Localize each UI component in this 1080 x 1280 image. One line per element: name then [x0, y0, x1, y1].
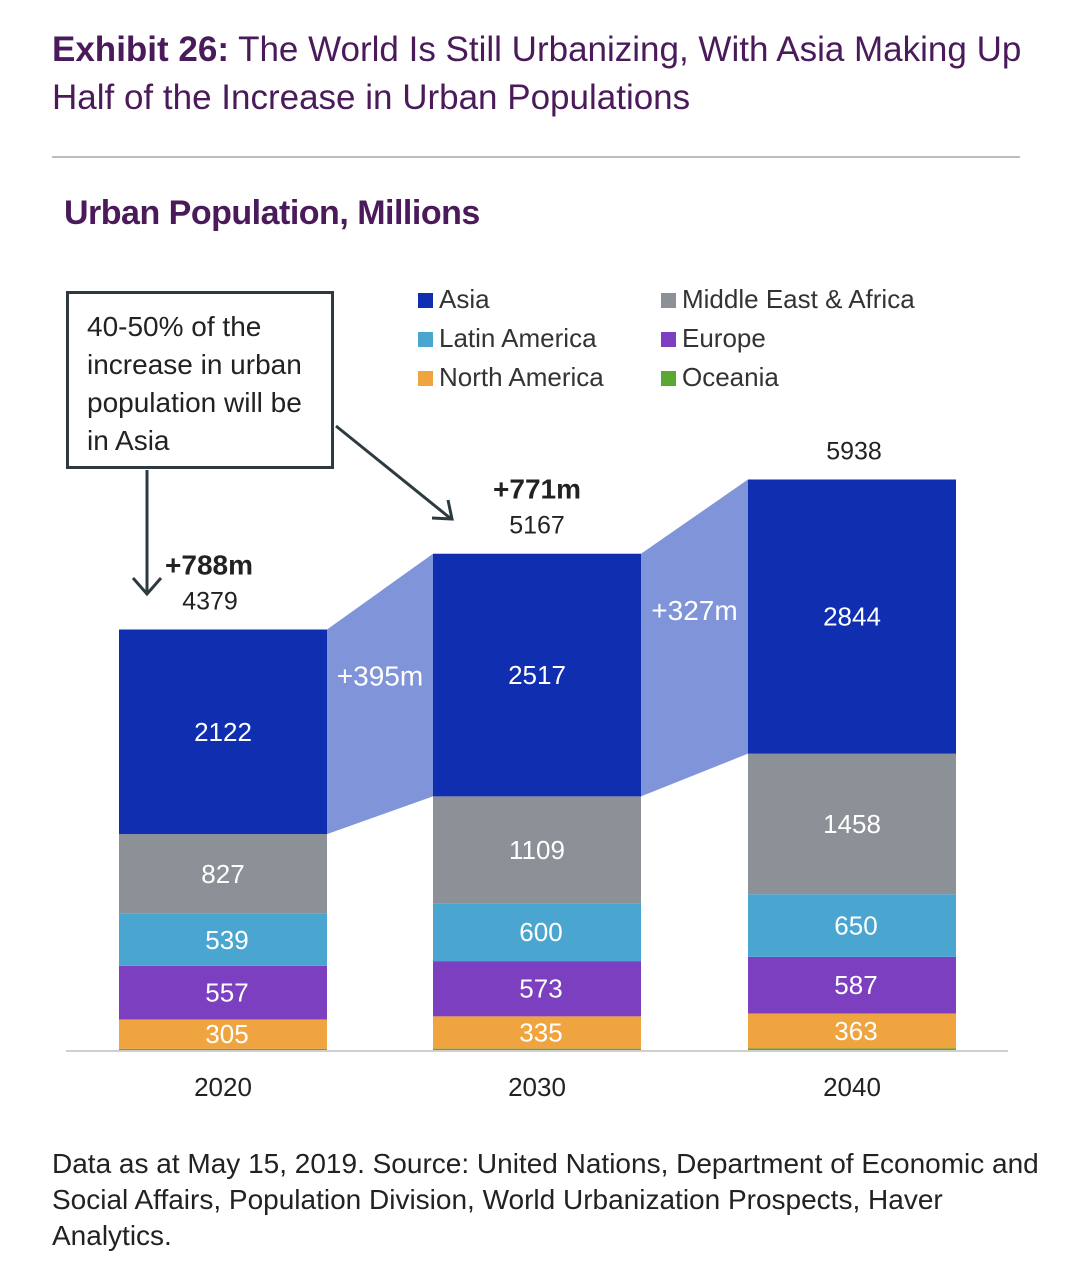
bar-north-america-2030: [433, 1016, 641, 1049]
source-footnote: Data as at May 15, 2019. Source: United …: [52, 1148, 1039, 1251]
data-label-latin-america-2040: 650: [834, 911, 877, 941]
legend-item-europe: Europe: [661, 323, 766, 354]
bar-north-america-2020: [119, 1019, 327, 1049]
data-label-europe-2040: 587: [834, 970, 877, 1000]
legend-item-north-america: North America: [418, 362, 604, 393]
data-label-latin-america-2020: 539: [205, 925, 248, 955]
asia-increase-label-1: +395m: [337, 660, 423, 691]
data-label-latin-america-2030: 600: [519, 917, 562, 947]
total-increase-label-2030: +771m: [493, 474, 581, 505]
legend-swatch-latin-america: [418, 332, 433, 347]
data-label-middle-east-africa-2020: 827: [201, 859, 244, 889]
legend-swatch-asia: [418, 293, 433, 308]
legend-swatch-europe: [661, 332, 676, 347]
data-label-asia-2040: 2844: [823, 602, 881, 632]
arrow-down-icon: [131, 470, 163, 597]
bar-asia-2040: [748, 479, 956, 754]
bar-latin-america-2030: [433, 903, 641, 962]
legend-swatch-middle-east-africa: [661, 293, 676, 308]
chart-labels: 305 557 539 827 2122 4379 +788m 2020 335 573 600 11…: [165, 438, 882, 1102]
bar-middle-east-africa-2040: [748, 753, 956, 895]
legend-item-oceania: Oceania: [661, 362, 779, 393]
asia-connector-2030-2040: [641, 479, 748, 797]
total-label-2030: 5167: [509, 512, 565, 540]
total-increase-label-2020: +788m: [165, 550, 253, 581]
chart-subtitle: Urban Population, Millions: [64, 194, 480, 232]
bar-europe-2020: [119, 965, 327, 1020]
asia-connector-2020-2030: [327, 553, 433, 835]
exhibit-title: Exhibit 26: The World Is Still Urbanizin…: [52, 26, 1032, 122]
data-label-asia-2030: 2517: [508, 660, 566, 690]
data-label-middle-east-africa-2040: 1458: [823, 809, 881, 839]
legend-item-middle-east-africa: Middle East & Africa: [661, 284, 915, 315]
title-divider: [52, 156, 1020, 158]
bar-segments: [119, 479, 956, 1050]
data-label-asia-2020: 2122: [194, 717, 252, 747]
data-label-middle-east-africa-2030: 1109: [509, 835, 565, 865]
legend-label-oceania: Oceania: [682, 362, 779, 392]
legend-item-latin-america: Latin America: [418, 323, 597, 354]
data-label-europe-2030: 573: [519, 974, 562, 1004]
bar-latin-america-2040: [748, 894, 956, 957]
total-label-2040: 5938: [826, 438, 882, 466]
bar-europe-2030: [433, 961, 641, 1017]
stacked-bar-chart: 305 557 539 827 2122 4379 +788m 2020 335 573 600 11…: [66, 424, 1008, 1102]
x-tick-label-2030: 2030: [508, 1072, 566, 1102]
legend-label-middle-east-africa: Middle East & Africa: [682, 284, 915, 314]
legend-label-latin-america: Latin America: [439, 323, 597, 353]
bar-europe-2040: [748, 956, 956, 1014]
legend-item-asia: Asia: [418, 284, 490, 315]
exhibit-title-text: The World Is Still Urbanizing, With Asia…: [52, 30, 1022, 117]
bar-middle-east-africa-2030: [433, 796, 641, 904]
bar-oceania-2020: [119, 1048, 327, 1050]
callout-box: 40-50% of the increase in urban populati…: [66, 291, 334, 469]
legend-label-europe: Europe: [682, 323, 766, 353]
legend-swatch-north-america: [418, 371, 433, 386]
data-label-north-america-2030: 335: [519, 1018, 562, 1048]
x-tick-label-2020: 2020: [194, 1072, 252, 1102]
exhibit-number: Exhibit 26:: [52, 30, 229, 69]
bar-north-america-2040: [748, 1013, 956, 1049]
bar-oceania-2040: [748, 1048, 956, 1050]
data-label-north-america-2040: 363: [834, 1016, 877, 1046]
x-tick-label-2040: 2040: [823, 1072, 881, 1102]
data-label-europe-2020: 557: [205, 978, 248, 1008]
total-label-2020: 4379: [182, 588, 238, 616]
legend-swatch-oceania: [661, 371, 676, 386]
bar-oceania-2030: [433, 1048, 641, 1050]
bar-asia-2030: [433, 553, 641, 797]
bar-latin-america-2020: [119, 913, 327, 966]
legend-label-asia: Asia: [439, 284, 490, 314]
arrow-diagonal-icon: [335, 424, 454, 521]
data-label-north-america-2020: 305: [205, 1019, 248, 1049]
bar-middle-east-africa-2020: [119, 834, 327, 914]
legend-label-north-america: North America: [439, 362, 604, 392]
asia-increase-label-2: +327m: [651, 595, 737, 626]
asia-increase-connectors: [327, 479, 748, 835]
bar-asia-2020: [119, 629, 327, 835]
callout-arrows: [131, 424, 454, 597]
